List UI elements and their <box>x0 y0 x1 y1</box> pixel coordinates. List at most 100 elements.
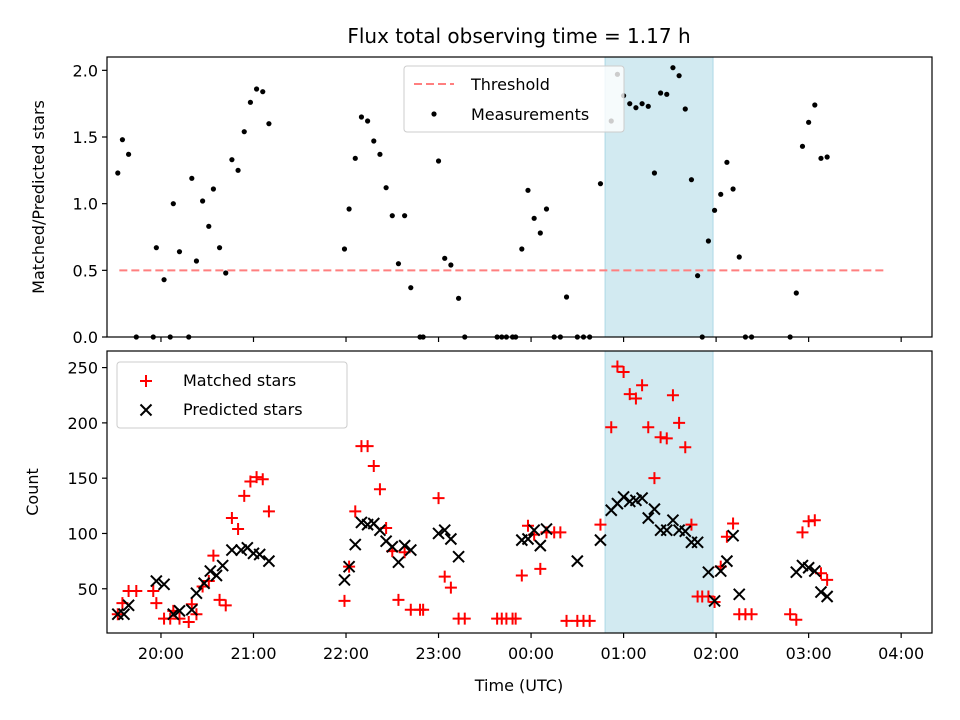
matched-star-point <box>438 570 451 583</box>
measurement-point <box>408 285 414 291</box>
matched-star-point <box>373 483 386 496</box>
predicted-star-point <box>373 523 387 537</box>
top-y-tick-label: 1.5 <box>73 128 98 147</box>
predicted-star-point <box>527 523 541 537</box>
predicted-star-point <box>660 523 673 537</box>
x-axis-label: Time (UTC) <box>474 676 563 695</box>
measurement-point <box>435 158 442 164</box>
measurement-point <box>216 245 223 251</box>
bottom-plot-panel: 20:00 21:00 22:00 23:00 00:00 01:00 02:00 03:00… <box>67 350 933 663</box>
measurement-point <box>695 273 701 279</box>
measurement-point <box>223 270 229 276</box>
top-y-tick-label: 0.0 <box>73 328 98 347</box>
measurement-point <box>812 102 818 108</box>
matched-star-point <box>666 389 679 402</box>
matched-star-point <box>560 614 573 627</box>
measurement-point <box>210 186 217 192</box>
measurement-point <box>176 249 183 255</box>
matched-star-point <box>392 593 405 606</box>
predicted-star-point <box>122 599 135 612</box>
matched-star-point <box>444 581 457 594</box>
predicted-star-point <box>714 564 727 578</box>
measurement-point <box>818 155 824 161</box>
matched-star-point <box>213 593 226 606</box>
legend-measurements-label: Measurements <box>471 105 589 124</box>
measurement-point <box>711 207 718 213</box>
matched-star-point <box>642 421 655 434</box>
predicted-star-point <box>204 564 217 578</box>
predicted-star-point <box>642 511 655 525</box>
matched-star-point <box>629 392 642 405</box>
bottom-y-tick-label: 150 <box>67 469 98 488</box>
measurement-point <box>341 246 348 252</box>
legend-predicted-swatch <box>139 403 153 417</box>
measurement-point <box>189 175 195 181</box>
predicted-star-point <box>720 554 734 568</box>
measurement-point <box>229 157 235 163</box>
top-y-tick-label: 1.0 <box>73 195 98 214</box>
x-tick-label: 01:00 <box>601 644 647 663</box>
measurement-point <box>253 86 260 92</box>
measurement-point <box>170 201 176 207</box>
matched-star-point <box>808 514 821 527</box>
matched-star-point <box>238 489 251 502</box>
predicted-star-point <box>262 554 276 568</box>
predicted-star-point <box>210 569 223 582</box>
measurement-point <box>682 106 688 112</box>
measurement-point <box>247 99 254 105</box>
matched-star-point <box>611 360 624 373</box>
measurement-point <box>402 213 408 219</box>
predicted-star-point <box>386 540 399 553</box>
matched-star-point <box>685 518 698 531</box>
measurement-point <box>705 238 712 244</box>
predicted-star-point <box>150 574 163 588</box>
matched-star-point <box>660 432 673 445</box>
measurement-point <box>627 101 633 107</box>
predicted-star-point <box>808 564 822 578</box>
matched-star-point <box>727 517 740 530</box>
predicted-star-point <box>540 522 553 536</box>
measurement-point <box>824 154 830 160</box>
bottom-y-tick-label: 250 <box>67 359 98 378</box>
measurement-point <box>383 185 389 191</box>
matched-star-point <box>554 526 567 539</box>
predicted-star-point <box>679 525 692 538</box>
predicted-star-point <box>185 603 199 616</box>
x-tick-label: 00:00 <box>508 644 554 663</box>
predicted-star-point <box>392 556 405 569</box>
predicted-star-point <box>666 513 680 527</box>
matched-star-point <box>244 475 257 488</box>
x-tick-label: 02:00 <box>693 644 739 663</box>
measurement-point <box>352 155 358 161</box>
measurement-point <box>448 262 454 268</box>
top-axes-frame <box>106 56 933 338</box>
measurement-point <box>455 295 462 301</box>
matched-star-point <box>509 612 522 625</box>
measurement-point <box>241 129 247 135</box>
top-legend-box <box>403 65 625 133</box>
predicted-star-point <box>802 561 815 574</box>
measurement-point <box>235 167 241 173</box>
measurement-point <box>597 181 604 187</box>
matched-star-point <box>702 590 715 603</box>
bottom-y-axis-label: Count <box>23 468 42 516</box>
matched-star-point <box>673 416 686 429</box>
matched-star-point <box>594 518 607 531</box>
measurement-point <box>664 91 670 97</box>
predicted-star-point <box>398 539 411 552</box>
measurement-point <box>793 290 799 296</box>
measurement-point <box>799 143 806 149</box>
measurement-point <box>153 245 159 251</box>
matched-star-point <box>219 599 232 612</box>
measurement-point <box>365 118 371 124</box>
predicted-star-point <box>117 607 131 621</box>
predicted-star-point <box>452 550 465 563</box>
measurement-point <box>161 277 167 283</box>
matched-star-point <box>648 472 661 485</box>
predicted-star-point <box>349 538 362 551</box>
predicted-star-point <box>814 585 828 599</box>
measurement-point <box>525 187 531 193</box>
measurement-point <box>377 151 383 157</box>
measurement-point <box>125 151 132 157</box>
